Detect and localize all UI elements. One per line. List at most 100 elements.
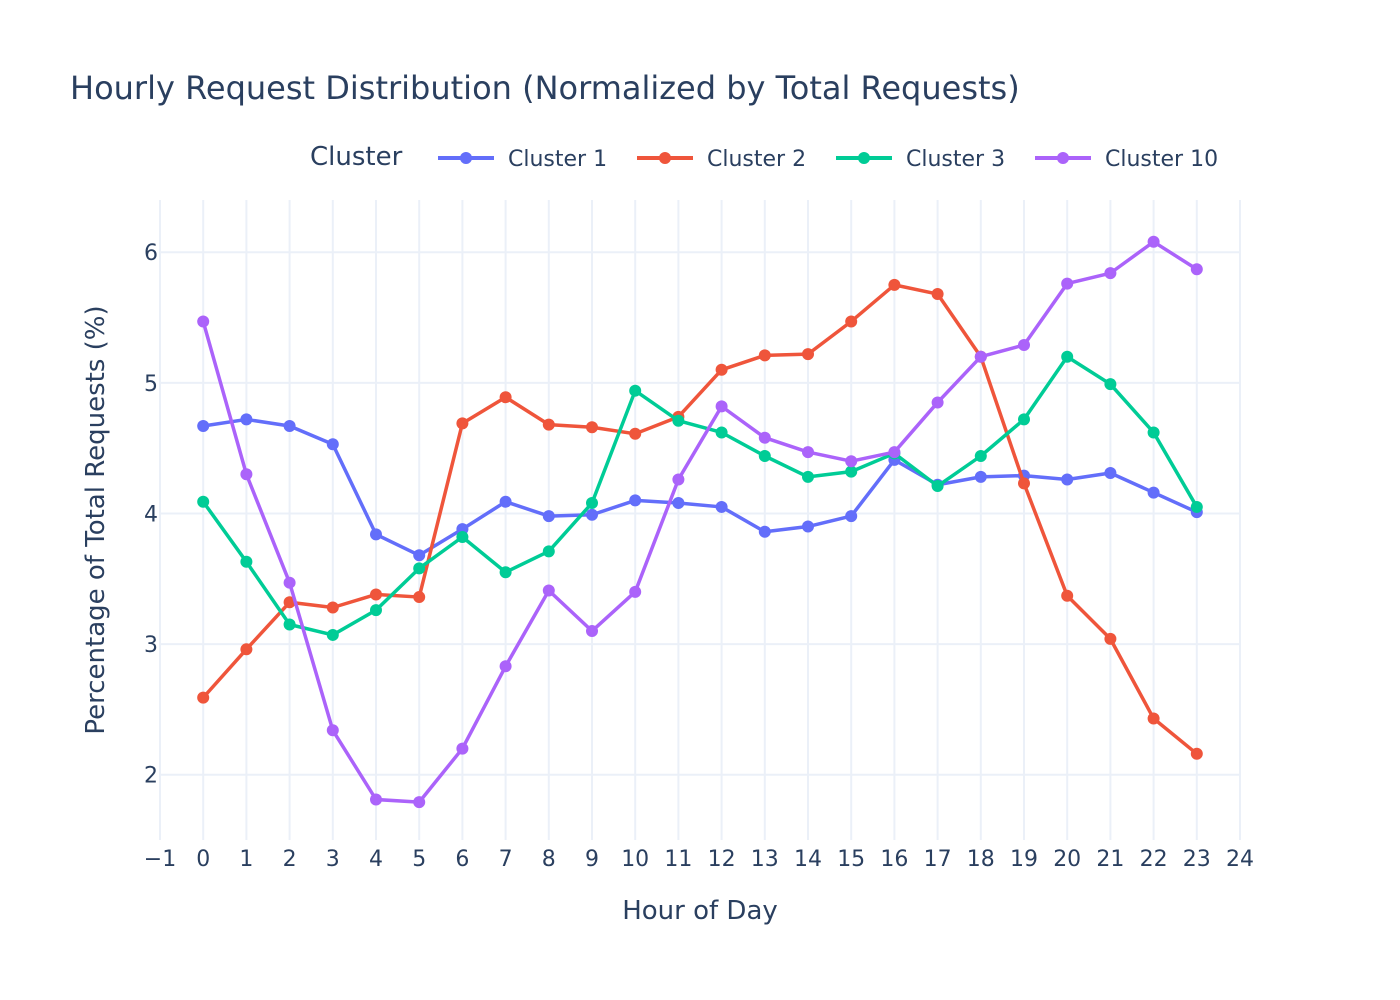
series-line — [201, 283, 1198, 756]
data-point — [974, 470, 987, 483]
legend-item[interactable]: Cluster 10 — [1035, 147, 1218, 172]
data-point — [1018, 477, 1030, 490]
data-point — [499, 495, 512, 508]
legend-item[interactable]: Cluster 2 — [637, 147, 806, 172]
data-point — [1190, 747, 1203, 760]
data-point — [1147, 486, 1160, 499]
x-tick-label: 2 — [283, 847, 297, 872]
data-point — [283, 618, 296, 631]
x-tick-label: 14 — [794, 847, 822, 872]
data-point — [1018, 338, 1030, 351]
data-point — [499, 660, 512, 673]
y-axis-ticks: 2 3 4 5 6 — [144, 241, 158, 788]
data-point — [413, 796, 426, 809]
data-point — [499, 566, 512, 579]
data-point — [1147, 712, 1160, 725]
data-point — [1104, 378, 1117, 391]
y-tick-label: 5 — [144, 372, 158, 397]
data-point — [586, 625, 598, 638]
data-point — [845, 465, 858, 478]
data-point — [1104, 632, 1117, 645]
data-point — [974, 450, 987, 462]
data-point — [888, 446, 901, 459]
x-tick-label: 15 — [837, 847, 865, 872]
data-point — [715, 500, 728, 513]
data-point — [1190, 500, 1203, 513]
data-point — [542, 545, 555, 558]
data-point — [456, 417, 469, 430]
x-tick-label: 23 — [1183, 847, 1211, 872]
data-point — [672, 497, 685, 510]
series-cluster-2 — [197, 278, 1203, 760]
data-point — [802, 520, 814, 533]
legend-swatch-marker — [1057, 152, 1069, 164]
data-point — [370, 793, 382, 806]
x-tick-label: 10 — [621, 847, 649, 872]
legend-swatch-marker — [858, 152, 870, 164]
series-line — [201, 354, 1199, 637]
data-point — [542, 418, 555, 431]
y-axis-title: Percentage of Total Requests (%) — [81, 305, 111, 734]
data-point — [931, 396, 944, 409]
data-point — [370, 604, 382, 617]
data-point — [758, 349, 771, 362]
data-point — [672, 473, 685, 486]
y-tick-label: 4 — [144, 502, 158, 527]
x-tick-label: 22 — [1140, 847, 1168, 872]
data-point — [845, 510, 858, 523]
data-point — [283, 419, 296, 432]
x-tick-label: 4 — [369, 847, 383, 872]
data-point — [370, 528, 382, 541]
series-group — [197, 235, 1203, 809]
data-point — [1147, 235, 1160, 248]
legend-title: Cluster — [310, 142, 403, 172]
data-point — [542, 584, 555, 597]
data-point — [629, 427, 642, 440]
data-point — [715, 400, 728, 413]
legend-label: Cluster 10 — [1105, 147, 1218, 172]
x-tick-label: 12 — [708, 847, 736, 872]
data-point — [1061, 473, 1074, 486]
series-line — [201, 240, 1198, 804]
x-tick-label: 5 — [412, 847, 426, 872]
data-point — [1018, 413, 1030, 426]
y-tick-label: 2 — [144, 764, 158, 789]
x-tick-label: 17 — [924, 847, 952, 872]
data-point — [802, 446, 814, 459]
data-point — [240, 413, 253, 426]
series-cluster-1 — [197, 413, 1203, 562]
legend-item[interactable]: Cluster 1 — [438, 147, 607, 172]
x-axis-ticks: −1 0 1 2 3 4 5 6 7 8 9 10 11 12 13 14 15 16 17 18 19 20 21 22 23… — [144, 847, 1254, 872]
x-tick-label: 3 — [326, 847, 340, 872]
data-point — [326, 601, 339, 614]
legend-swatch-marker — [659, 152, 671, 164]
grid — [159, 200, 1241, 840]
data-point — [758, 525, 771, 538]
data-point — [197, 691, 210, 704]
x-tick-label: 11 — [664, 847, 692, 872]
x-tick-label: 21 — [1096, 847, 1124, 872]
x-tick-label: 1 — [239, 847, 253, 872]
x-tick-label: 0 — [196, 847, 210, 872]
data-point — [197, 495, 210, 508]
data-point — [542, 510, 555, 523]
data-point — [586, 508, 598, 521]
legend-item[interactable]: Cluster 3 — [836, 147, 1005, 172]
series-cluster-3 — [197, 350, 1203, 641]
data-point — [1061, 277, 1074, 290]
series-cluster-10 — [197, 235, 1203, 809]
data-point — [931, 480, 944, 493]
y-tick-label: 3 — [144, 633, 158, 658]
x-tick-label: 6 — [455, 847, 469, 872]
data-point — [413, 591, 426, 604]
data-point — [715, 363, 728, 376]
x-tick-label: −1 — [144, 847, 176, 872]
data-point — [240, 555, 253, 568]
data-point — [672, 414, 685, 427]
x-tick-label: 19 — [1010, 847, 1038, 872]
legend-swatch-marker — [460, 152, 472, 164]
data-point — [283, 576, 296, 589]
legend-label: Cluster 3 — [906, 147, 1005, 172]
x-tick-label: 24 — [1226, 847, 1254, 872]
